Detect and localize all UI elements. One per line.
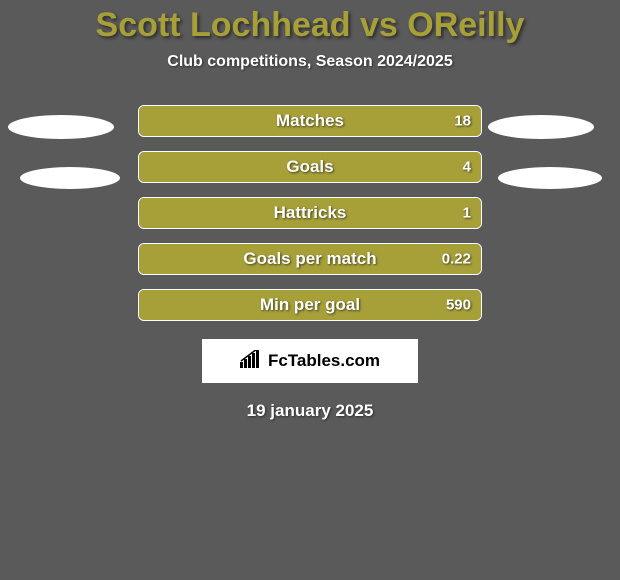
stat-row-value: 0.22 [442,251,471,268]
stat-row: Hattricks 1 [138,197,482,229]
stat-row-value: 590 [446,297,471,314]
stat-row: Matches 18 [138,105,482,137]
page-title: Scott Lochhead vs OReilly [0,0,620,45]
stat-row: Goals 4 [138,151,482,183]
stat-row-label: Goals [286,157,333,177]
stat-row: Min per goal 590 [138,289,482,321]
stat-row-label: Matches [276,111,344,131]
stat-row-value: 18 [454,113,471,130]
stat-row-value: 4 [463,159,471,176]
stat-row-label: Min per goal [260,295,360,315]
decorative-ellipse [20,167,120,189]
decorative-ellipse [488,115,594,139]
stats-area: Matches 18 Goals 4 Hattricks 1 Goals per match… [0,105,620,321]
footer-date: 19 january 2025 [0,401,620,421]
stat-row: Goals per match 0.22 [138,243,482,275]
stat-row-value: 1 [463,205,471,222]
decorative-ellipse [8,115,114,139]
page-subtitle: Club competitions, Season 2024/2025 [0,53,620,71]
brand-box: FcTables.com [202,339,418,383]
stat-row-label: Goals per match [243,249,376,269]
stat-row-label: Hattricks [274,203,347,223]
bar-chart-icon [240,350,262,373]
brand-text: FcTables.com [268,351,380,371]
decorative-ellipse [498,167,602,189]
